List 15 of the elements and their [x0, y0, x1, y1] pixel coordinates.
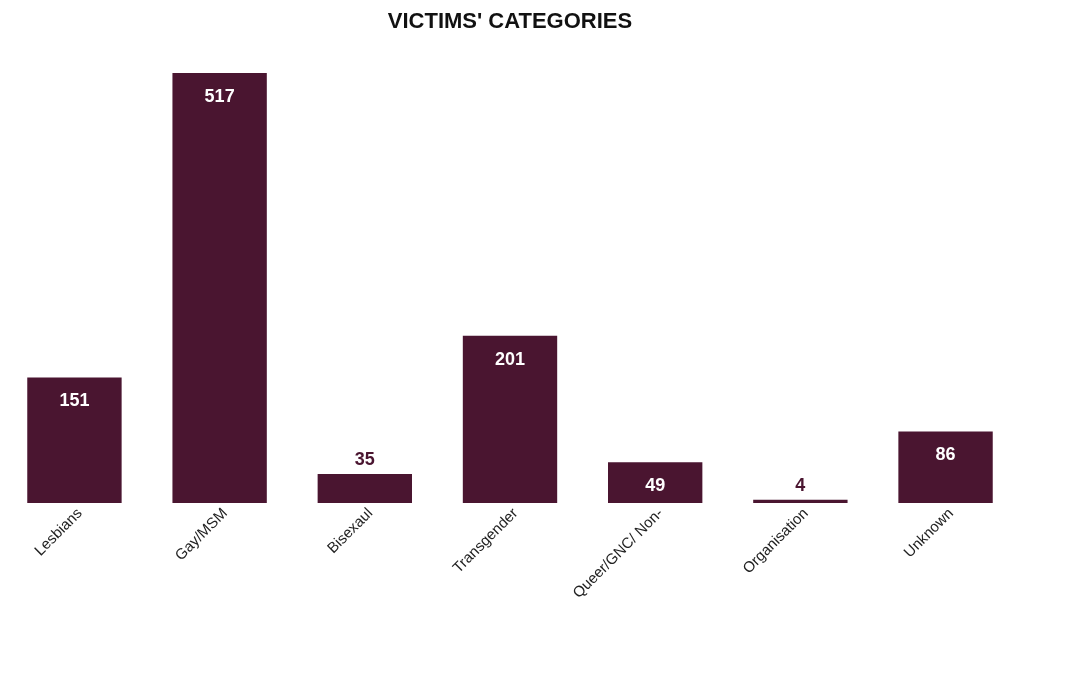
data-label: 151: [59, 390, 90, 411]
bar: [462, 335, 558, 503]
bar: [27, 377, 122, 503]
chart-title: VICTIMS' CATEGORIES: [387, 8, 633, 33]
data-label: 35: [354, 448, 375, 469]
bar: [608, 462, 703, 503]
data-label: 49: [645, 475, 666, 496]
data-label: 517: [204, 86, 235, 106]
bar: [172, 73, 267, 503]
data-label: 201: [494, 348, 526, 369]
data-label: 86: [935, 444, 956, 465]
bar: [898, 431, 993, 503]
bar: [317, 473, 412, 503]
bar: [753, 499, 848, 503]
data-label: 4: [795, 474, 806, 495]
